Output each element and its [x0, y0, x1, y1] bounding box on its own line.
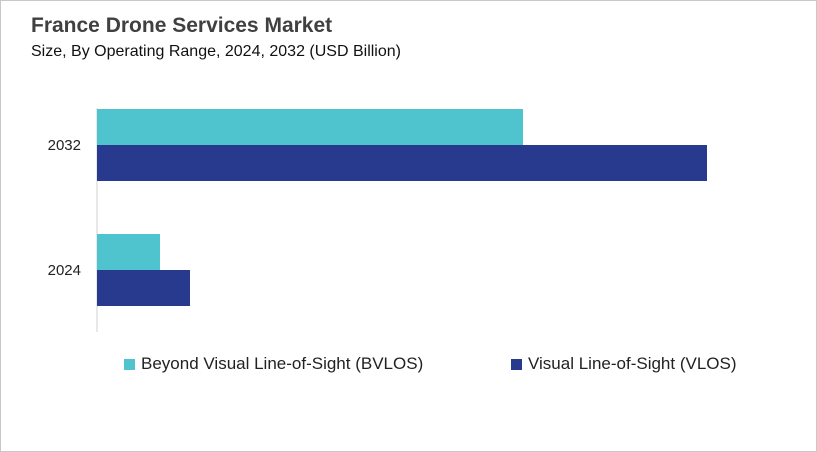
legend-label-bvlos: Beyond Visual Line-of-Sight (BVLOS)	[141, 354, 424, 373]
bar-2032-bvlos	[97, 109, 523, 145]
legend-item-vlos: Visual Line-of-Sight (VLOS)	[511, 354, 737, 374]
chart-subtitle: Size, By Operating Range, 2024, 2032 (US…	[31, 43, 401, 60]
legend-swatch-vlos	[511, 358, 522, 370]
tick-label-2024: 2024	[48, 262, 81, 279]
bar-2024-bvlos	[97, 234, 160, 270]
legend-item-bvlos: Beyond Visual Line-of-Sight (BVLOS)	[124, 354, 423, 374]
bar-2032-vlos	[97, 145, 707, 181]
tick-label-2032: 2032	[48, 137, 81, 154]
chart-title: France Drone Services Market	[31, 14, 333, 37]
bar-2024-vlos	[97, 270, 190, 306]
legend-swatch-bvlos	[124, 358, 135, 370]
legend-label-vlos: Visual Line-of-Sight (VLOS)	[528, 354, 737, 373]
